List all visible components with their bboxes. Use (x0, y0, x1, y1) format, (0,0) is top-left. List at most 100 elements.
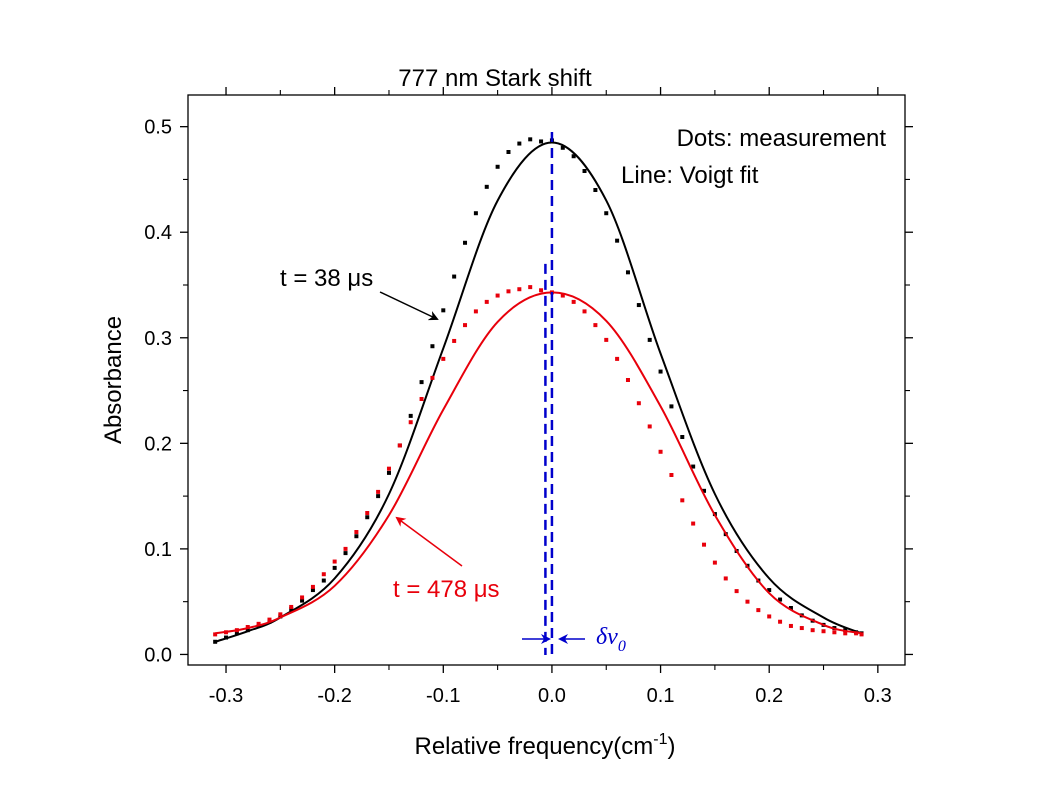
measurement-dot (289, 607, 294, 612)
series-layer (213, 137, 864, 644)
measurement-dot (560, 293, 565, 298)
stark-shift-markers (544, 131, 554, 655)
measurement-dot (354, 534, 359, 539)
measurement-dot (278, 612, 283, 617)
measurement-dot (321, 578, 326, 583)
measurement-dot (723, 576, 728, 581)
legend-fit-line: Line: Voigt fit (621, 162, 759, 189)
measurement-dot (430, 375, 435, 380)
label-t-478us: t = 478 μs (393, 576, 500, 603)
measurement-dot (213, 632, 218, 637)
measurement-dot (821, 629, 826, 634)
measurement-dot (658, 369, 663, 374)
measurement-dot (528, 285, 533, 290)
x-axis-ticks: -0.3 -0.2 -0.1 0.0 0.1 0.2 0.3 (209, 87, 892, 707)
measurement-dot (332, 559, 337, 564)
measurement-dot (495, 164, 500, 169)
measurement-dot (300, 598, 305, 603)
voigt-fit-line-0 (214, 141, 862, 643)
measurement-dot (647, 424, 652, 429)
measurement-dot (463, 240, 468, 245)
measurement-dot (234, 628, 239, 633)
measurement-dot (604, 337, 609, 342)
measurement-dot (267, 617, 272, 622)
measurement-dot (484, 184, 489, 189)
plot-title: 777 nm Stark shift (398, 65, 592, 92)
measurement-dot (506, 150, 511, 154)
y-tick-label: 0.3 (144, 328, 172, 350)
arrow-478us (395, 516, 463, 567)
measurement-dot (386, 466, 391, 471)
measurement-dot (767, 588, 772, 593)
measurement-dot (343, 546, 348, 551)
measurement-dot (669, 404, 674, 409)
measurement-dot (647, 337, 652, 342)
measurement-dot (636, 303, 641, 308)
measurement-dot (234, 631, 239, 636)
measurement-dot (560, 145, 565, 150)
y-tick-label: 0.5 (144, 117, 172, 139)
measurement-dot (756, 608, 761, 613)
measurement-dot (354, 530, 359, 534)
measurement-dot (419, 397, 424, 401)
measurement-dot (321, 572, 326, 577)
measurement-dot (376, 494, 381, 499)
measurement-dot (408, 420, 413, 425)
measurement-dot (778, 597, 783, 602)
measurement-dot (691, 464, 696, 469)
y-tick-label: 0.0 (144, 644, 172, 666)
measurement-dot (528, 137, 533, 142)
y-tick-label: 0.4 (144, 222, 172, 244)
arrow-38us (379, 291, 439, 321)
measurement-dot (859, 632, 864, 637)
y-axis-title: Absorbance (100, 316, 127, 444)
measurement-dot (517, 287, 522, 292)
measurement-dot (778, 619, 783, 624)
measurement-dot (256, 621, 261, 626)
measurement-dot (832, 630, 837, 635)
y-tick-label: 0.1 (144, 539, 172, 561)
measurement-dot (343, 551, 348, 556)
measurement-dot (517, 141, 522, 146)
x-tick-label: -0.1 (426, 685, 460, 707)
x-tick-label: -0.2 (317, 685, 351, 707)
measurement-dot (712, 560, 717, 565)
measurement-dot (310, 588, 315, 593)
x-tick-label: 0.0 (538, 685, 566, 707)
measurement-dot (571, 299, 576, 304)
measurement-dot (625, 378, 630, 382)
measurement-dot (473, 211, 478, 216)
measurement-dot (245, 625, 250, 629)
measurement-dot (213, 639, 218, 644)
measurement-dot (788, 623, 793, 628)
legend-dots-line: Dots: measurement (677, 125, 887, 152)
measurement-dot (539, 288, 544, 293)
measurement-dot (224, 635, 229, 640)
x-tick-label: -0.3 (209, 685, 243, 707)
measurement-dot (441, 356, 446, 361)
measurement-dot (365, 515, 370, 520)
measurement-dot (419, 380, 424, 385)
measurement-dot (332, 565, 337, 570)
measurement-dot (810, 628, 815, 633)
measurement-dot (408, 413, 413, 418)
measurement-dot (473, 309, 478, 314)
measurement-dot (300, 595, 305, 600)
measurement-dot (799, 626, 804, 631)
measurement-dot (484, 299, 489, 304)
measurement-dot (745, 599, 750, 604)
measurement-dot (506, 289, 511, 294)
measurement-dot (289, 604, 294, 609)
measurement-dot (734, 589, 739, 594)
measurement-dot (397, 443, 402, 448)
measurement-dot (636, 401, 641, 406)
measurement-dot (702, 488, 707, 493)
measurement-dot (582, 169, 587, 173)
measurement-dot (539, 139, 544, 144)
plot-frame (187, 94, 906, 666)
y-tick-label: 0.2 (144, 433, 172, 455)
x-tick-label: 0.1 (647, 685, 675, 707)
measurement-dot (452, 274, 457, 279)
measurement-dot (615, 238, 620, 243)
